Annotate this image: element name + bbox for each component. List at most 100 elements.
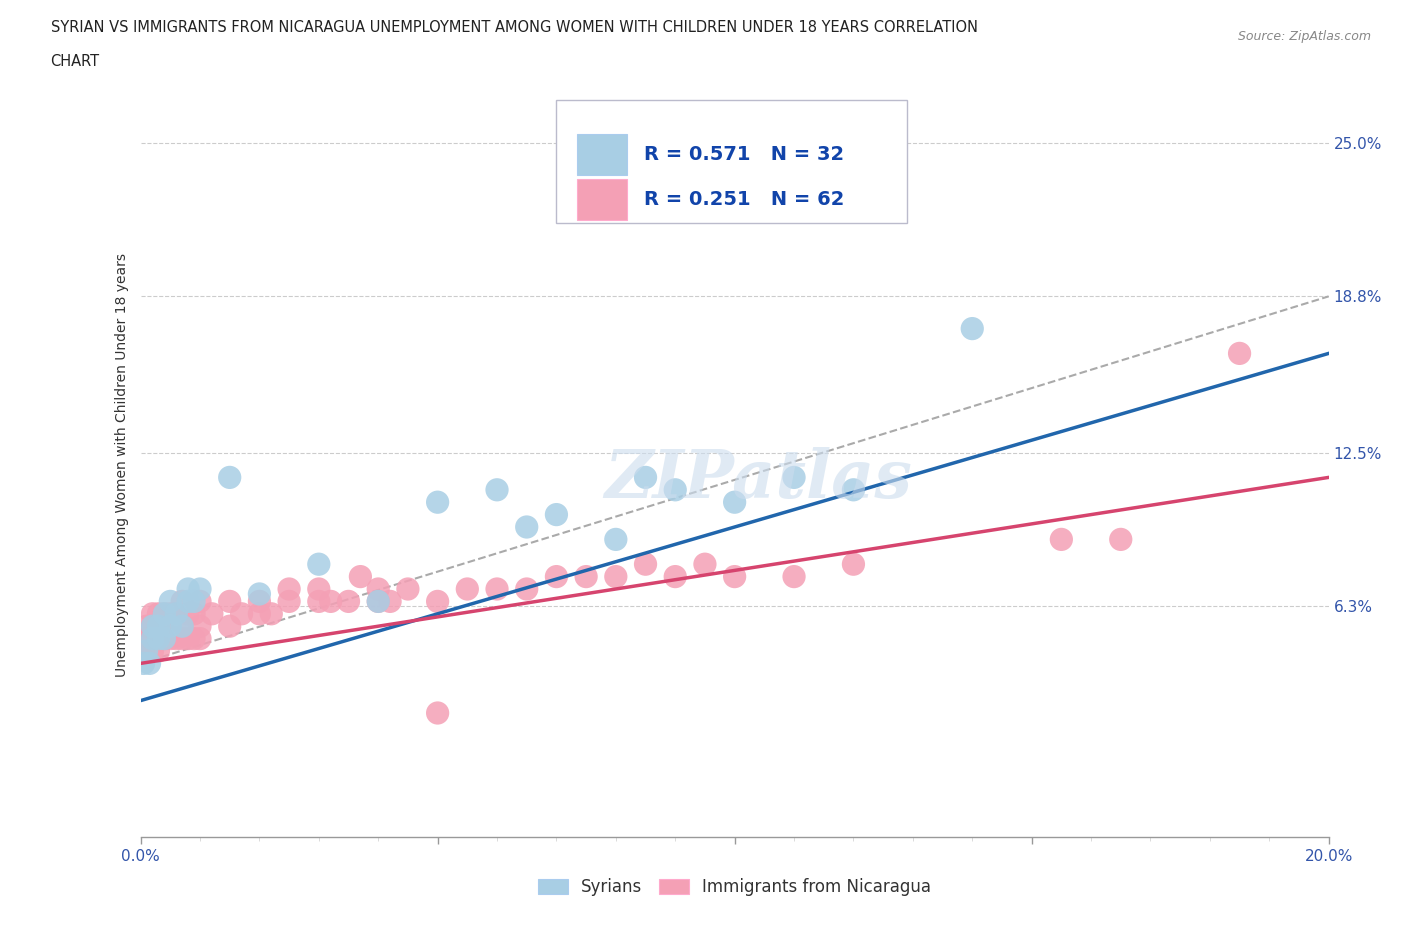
Point <box>138 656 160 671</box>
Point <box>605 569 627 584</box>
Point <box>546 569 568 584</box>
Point <box>367 581 389 596</box>
Point <box>172 618 194 633</box>
Point <box>172 618 194 633</box>
Point <box>141 618 163 633</box>
Point <box>546 507 568 522</box>
Point <box>218 618 240 633</box>
Point <box>153 606 176 621</box>
Point <box>1050 532 1073 547</box>
Point <box>218 470 240 485</box>
Point <box>183 631 205 646</box>
Point <box>426 706 449 721</box>
Point <box>148 644 170 658</box>
Point <box>456 581 478 596</box>
Point <box>308 581 330 596</box>
Point <box>183 594 205 609</box>
Point <box>842 557 865 572</box>
Point <box>723 569 745 584</box>
Point <box>247 606 270 621</box>
Point <box>349 569 371 584</box>
Point <box>605 532 627 547</box>
Point <box>319 594 342 609</box>
Point <box>148 618 170 633</box>
Point <box>1109 532 1132 547</box>
Point <box>664 569 686 584</box>
Point <box>188 581 211 596</box>
Point <box>141 644 163 658</box>
Text: Source: ZipAtlas.com: Source: ZipAtlas.com <box>1237 30 1371 43</box>
Point <box>188 631 211 646</box>
Point <box>396 581 419 596</box>
Point <box>516 520 538 535</box>
FancyBboxPatch shape <box>557 100 907 223</box>
Point <box>247 594 270 609</box>
Point <box>165 606 187 621</box>
Point <box>153 606 176 621</box>
Point <box>664 483 686 498</box>
Point <box>201 606 224 621</box>
Point <box>783 470 806 485</box>
Point <box>141 618 163 633</box>
Point <box>575 569 598 584</box>
Point <box>135 618 157 633</box>
Point <box>148 618 170 633</box>
Point <box>183 606 205 621</box>
Point <box>188 618 211 633</box>
Point <box>159 618 181 633</box>
Text: R = 0.251   N = 62: R = 0.251 N = 62 <box>644 190 845 209</box>
Point <box>426 495 449 510</box>
Point <box>218 594 240 609</box>
Point <box>153 631 176 646</box>
Point <box>378 594 401 609</box>
Point <box>367 594 389 609</box>
Point <box>723 495 745 510</box>
Point <box>486 483 509 498</box>
Point <box>278 594 301 609</box>
Point <box>165 631 187 646</box>
Point <box>634 557 657 572</box>
Point <box>148 631 170 646</box>
Point <box>308 557 330 572</box>
Point <box>278 581 301 596</box>
Text: ZIPatlas: ZIPatlas <box>605 447 912 512</box>
Text: CHART: CHART <box>51 54 100 69</box>
Text: R = 0.571   N = 32: R = 0.571 N = 32 <box>644 145 845 165</box>
Point <box>135 631 157 646</box>
Point <box>188 594 211 609</box>
Point <box>260 606 283 621</box>
Point <box>308 594 330 609</box>
Point <box>138 631 160 646</box>
Point <box>172 594 194 609</box>
Point <box>486 581 509 596</box>
Y-axis label: Unemployment Among Women with Children Under 18 years: Unemployment Among Women with Children U… <box>115 253 129 677</box>
Point <box>783 569 806 584</box>
Point <box>842 483 865 498</box>
Point <box>247 587 270 602</box>
Point <box>177 606 200 621</box>
Text: SYRIAN VS IMMIGRANTS FROM NICARAGUA UNEMPLOYMENT AMONG WOMEN WITH CHILDREN UNDER: SYRIAN VS IMMIGRANTS FROM NICARAGUA UNEM… <box>51 20 977 35</box>
Point <box>132 656 155 671</box>
Point <box>367 594 389 609</box>
Point <box>135 644 157 658</box>
Point <box>177 594 200 609</box>
Point <box>177 631 200 646</box>
Point <box>962 321 984 336</box>
Point <box>141 631 163 646</box>
Legend: Syrians, Immigrants from Nicaragua: Syrians, Immigrants from Nicaragua <box>531 871 938 903</box>
Point <box>1229 346 1251 361</box>
Point <box>177 581 200 596</box>
Point <box>159 618 181 633</box>
Point <box>172 631 194 646</box>
Point <box>159 631 181 646</box>
FancyBboxPatch shape <box>576 134 627 175</box>
Point <box>141 606 163 621</box>
Point <box>165 606 187 621</box>
Point <box>337 594 360 609</box>
Point <box>426 594 449 609</box>
Point <box>132 644 155 658</box>
Point <box>693 557 716 572</box>
Point <box>516 581 538 596</box>
Point <box>153 631 176 646</box>
Point <box>148 606 170 621</box>
